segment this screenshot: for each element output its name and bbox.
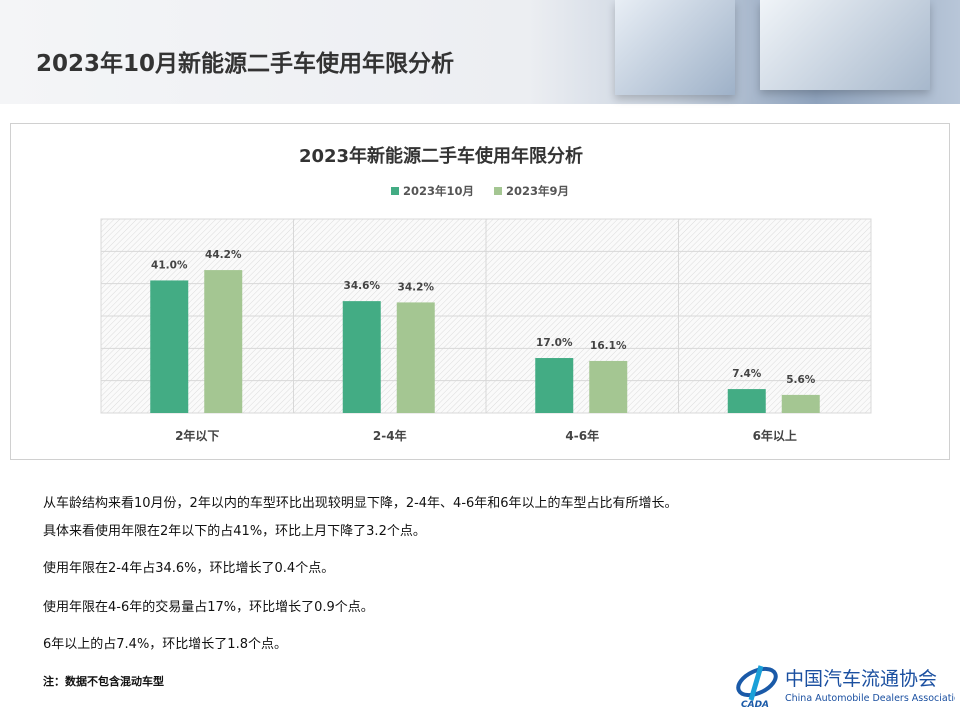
- x-tick-label: 2-4年: [373, 428, 407, 443]
- bar: [342, 301, 381, 413]
- x-tick-label: 4-6年: [565, 428, 599, 443]
- bar: [150, 280, 189, 413]
- bar: [396, 302, 435, 413]
- bar: [204, 270, 243, 413]
- x-tick-label: 6年以上: [753, 428, 797, 443]
- legend-label: 2023年10月: [403, 184, 474, 198]
- data-label: 16.1%: [590, 340, 627, 352]
- bar: [727, 389, 766, 413]
- logo-en: China Automobile Dealers Association: [785, 693, 955, 704]
- bar: [781, 394, 820, 413]
- paragraph-4: 使用年限在4-6年的交易量占17%，环比增长了0.9个点。: [43, 600, 374, 615]
- paragraph-2: 具体来看使用年限在2年以下的占41%，环比上月下降了3.2个点。: [43, 524, 426, 539]
- chart-container: 2023年新能源二手车使用年限分析 2023年10月 2023年9月 2年以下 41…: [10, 123, 950, 460]
- data-label: 7.4%: [732, 368, 762, 380]
- bar: [535, 358, 574, 413]
- bar-chart: 2023年新能源二手车使用年限分析 2023年10月 2023年9月 2年以下 41…: [100, 145, 872, 443]
- footnote: 注：数据不包含混动车型: [43, 675, 164, 688]
- decorative-cube: [615, 0, 735, 95]
- logo-cn: 中国汽车流通协会: [785, 668, 937, 690]
- legend: 2023年10月 2023年9月: [391, 184, 569, 198]
- bar: [589, 360, 628, 413]
- logo-mark: CADA: [741, 700, 769, 710]
- legend-label: 2023年9月: [506, 184, 569, 198]
- data-label: 34.2%: [398, 281, 435, 293]
- data-label: 34.6%: [344, 280, 381, 292]
- decorative-cube: [760, 0, 930, 90]
- page-title: 2023年10月新能源二手车使用年限分析: [36, 51, 455, 77]
- legend-swatch: [391, 187, 399, 195]
- data-label: 17.0%: [536, 337, 573, 349]
- paragraph-5: 6年以上的占7.4%，环比增长了1.8个点。: [43, 637, 287, 652]
- data-label: 41.0%: [151, 259, 188, 271]
- legend-swatch: [494, 187, 502, 195]
- paragraph-3: 使用年限在2-4年占34.6%，环比增长了0.4个点。: [43, 561, 335, 576]
- x-tick-label: 2年以下: [175, 428, 219, 443]
- chart-title: 2023年新能源二手车使用年限分析: [299, 145, 583, 167]
- cada-logo: CADA 中国汽车流通协会 China Automobile Dealers A…: [735, 660, 960, 710]
- paragraph-1: 从车龄结构来看10月份，2年以内的车型环比出现较明显下降，2-4年、4-6年和6…: [43, 496, 678, 511]
- data-label: 44.2%: [205, 249, 242, 261]
- data-label: 5.6%: [786, 374, 816, 386]
- header-banner: [0, 0, 960, 104]
